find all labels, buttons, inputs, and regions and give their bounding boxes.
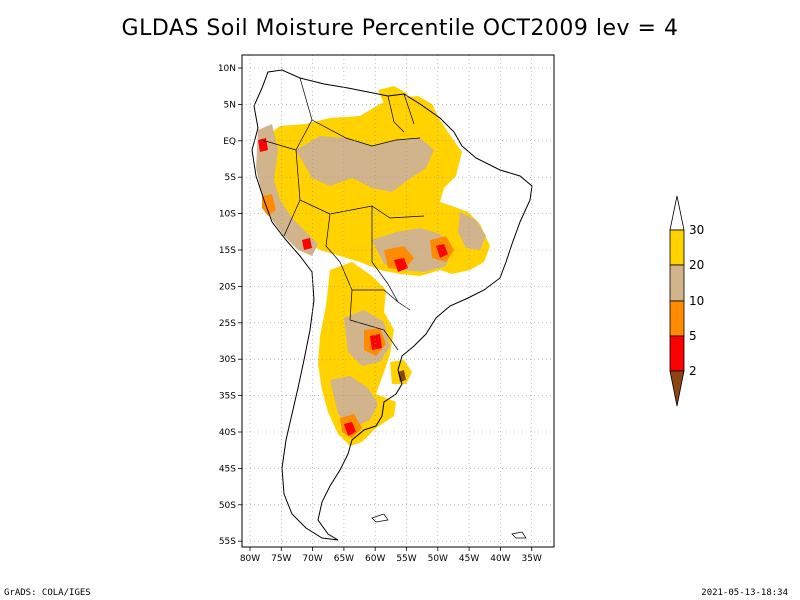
lon-tick-label: 45W [459,554,479,564]
lat-tick-label: 20S [219,282,236,292]
lat-tick-label: 40S [219,428,236,438]
lat-tick-label: 5S [225,173,237,183]
grid-lines [242,55,554,547]
map-title: GLDAS Soil Moisture Percentile OCT2009 l… [121,16,679,41]
shade-tan-amazon [296,136,434,192]
colorbar-label-5: 5 [689,329,697,343]
colorbar-cell-20-30 [669,229,685,266]
lat-tick-label: EQ [223,137,236,147]
shade-red-2 [436,244,448,258]
lat-axis: 10N 5N EQ 5S 10S 15S 20S 25S 30S 35S 40S 45S 50S 55S [218,64,242,547]
lat-tick-label: 30S [219,355,236,365]
lon-tick-label: 65W [334,554,354,564]
south-america-coastline [251,69,533,541]
lon-tick-label: 50W [428,554,448,564]
shade-red-3 [370,334,382,350]
islands [371,513,527,539]
lon-tick-label: 60W [365,554,385,564]
lon-tick-label: 75W [271,554,291,564]
colorbar-top-arrow [669,195,685,231]
shade-red-4 [344,422,356,436]
lat-tick-label: 35S [219,392,236,402]
lon-axis: 80W 75W 70W 65W 60W 55W 50W 45W 40W 35W [240,547,542,564]
lat-tick-label: 5N [224,100,236,110]
shade-tan-east [458,212,486,250]
shade-orange-5 [262,194,276,216]
lat-tick-label: 50S [219,501,236,511]
lon-tick-label: 70W [302,554,322,564]
lat-tick-label: 25S [219,319,236,329]
shade-red-1 [394,258,408,272]
lat-tick-label: 45S [219,464,236,474]
coastline-layer [251,69,533,541]
lat-tick-label: 55S [219,537,236,547]
colorbar-cell-2-5 [669,335,685,372]
country-borders [261,77,425,351]
colorbar-label-10: 10 [689,294,704,308]
lat-tick-label: 10S [219,210,236,220]
shading-layer [256,86,490,446]
lat-tick-label: 15S [219,246,236,256]
footer-timestamp: 2021-05-13-18:34 [701,588,788,598]
lon-tick-label: 80W [240,554,260,564]
colorbar-label-2: 2 [689,364,697,378]
shade-red-6 [258,138,268,152]
plot-frame [241,54,555,548]
lon-tick-label: 40W [490,554,510,564]
colorbar-cell-5-10 [669,300,685,337]
colorbar-cell-10-20 [669,264,685,302]
shade-tan-andes [256,124,318,256]
lon-tick-label: 55W [396,554,416,564]
lat-tick-label: 10N [218,64,236,74]
shade-brown-1 [398,370,406,382]
colorbar-bottom-arrow [669,370,685,407]
shade-red-5 [302,238,312,250]
colorbar-label-30: 30 [689,223,704,237]
shade-tan-pampas [330,376,378,428]
lon-tick-label: 35W [522,554,542,564]
colorbar-legend: 30 20 10 5 2 [669,195,704,407]
colorbar-label-20: 20 [689,258,704,272]
footer-credit: GrADS: COLA/IGES [4,588,91,598]
